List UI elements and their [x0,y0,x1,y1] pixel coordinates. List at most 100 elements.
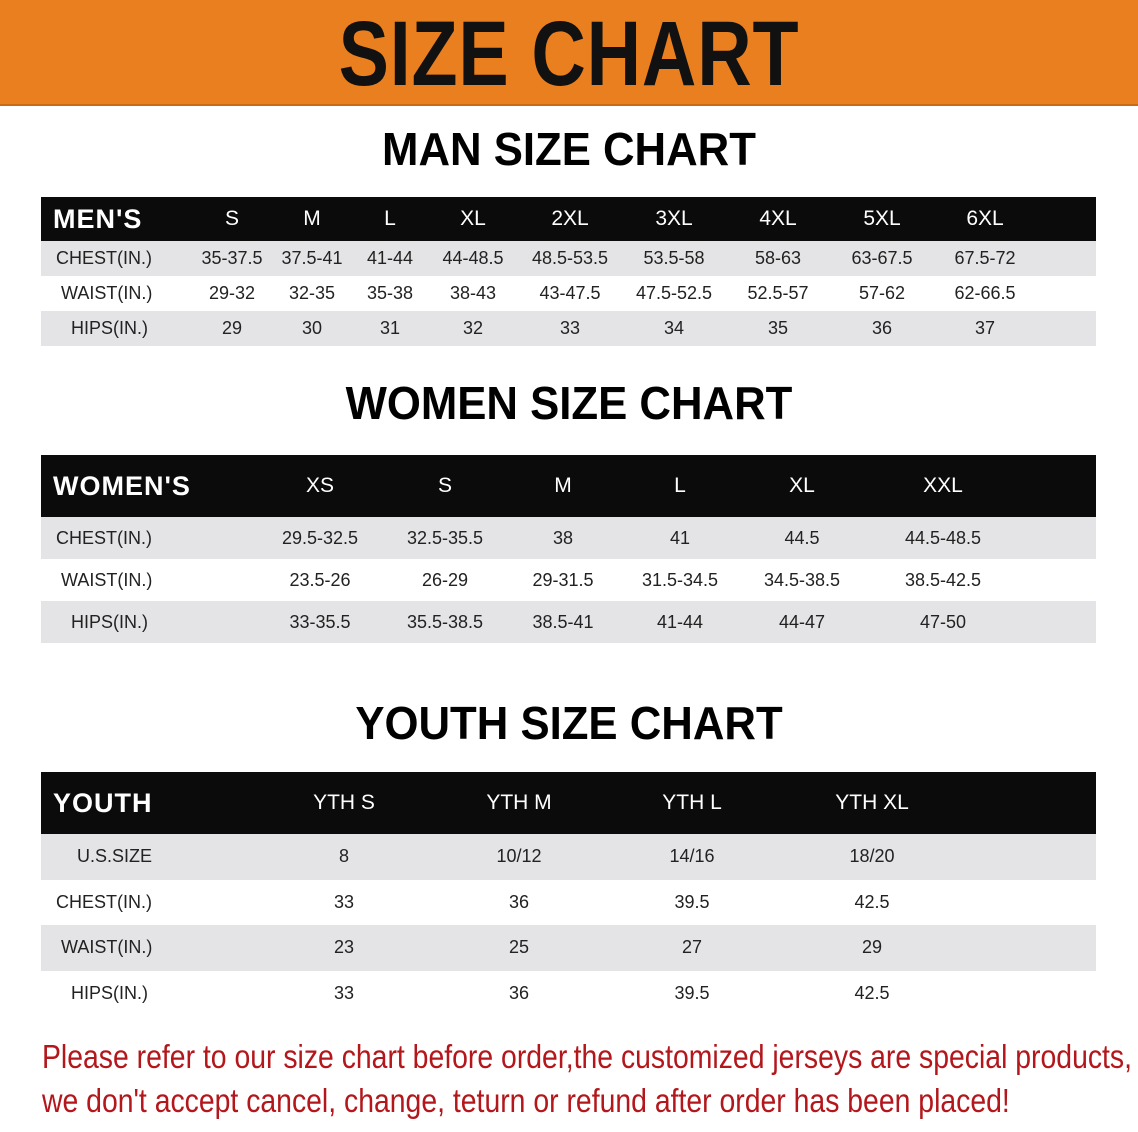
table-cell: 36 [508,891,530,912]
table-row: HIPS(IN.) 33-35.5 35.5-38.5 38.5-41 41-44 44-… [41,601,1096,643]
size-header: S [224,207,240,230]
table-cell: 35.5-38.5 [406,611,484,632]
table-cell: 23.5-26 [289,569,351,590]
table-cell: 25 [508,937,530,958]
row-label: U.S.SIZE [77,846,153,867]
table-cell: 32.5-35.5 [406,527,484,548]
table-cell: 32 [462,318,484,338]
table-row: CHEST(IN.) 35-37.5 37.5-41 41-44 44-48.5 48.5… [41,241,1096,276]
table-row: WAIST(IN.) 23 25 27 29 [41,925,1096,971]
table-cell: 35 [767,318,789,338]
size-header: 2XL [551,207,589,230]
table-cell: 10/12 [496,846,542,867]
size-header: 6XL [966,207,1004,230]
table-row: HIPS(IN.) 33 36 39.5 42.5 [41,970,1096,1016]
size-header: L [674,474,686,497]
table-cell: 33 [559,318,581,338]
banner-title: SIZE CHART [338,3,800,105]
youth-section-title: YOUTH SIZE CHART [355,697,783,749]
table-row: HIPS(IN.) 29 30 31 32 33 34 35 36 37 [41,311,1096,346]
table-cell: 29-32 [208,283,256,303]
table-cell: 41 [669,527,691,548]
table-cell: 23 [333,937,355,958]
table-cell: 39.5 [674,982,710,1003]
table-cell: 33 [333,982,355,1003]
table-cell: 44-47 [778,611,826,632]
table-cell: 31.5-34.5 [641,569,719,590]
table-cell: 30 [301,318,323,338]
size-header: 3XL [655,207,693,230]
banner: SIZE CHART [0,0,1138,106]
size-header: M [554,474,572,497]
table-cell: 37.5-41 [281,248,343,268]
table-cell: 27 [681,937,703,958]
size-header: YTH M [486,791,552,814]
size-header: S [437,474,453,497]
table-cell: 26-29 [421,569,469,590]
table-cell: 38.5-41 [532,611,594,632]
size-header: XL [460,207,486,230]
table-cell: 39.5 [674,891,710,912]
table-cell: 47-50 [919,611,967,632]
table-cell: 48.5-53.5 [531,248,609,268]
row-label: WAIST(IN.) [61,569,153,590]
table-cell: 62-66.5 [954,283,1016,303]
table-cell: 36 [508,982,530,1003]
table-cell: 41-44 [656,611,704,632]
table-cell: 31 [379,318,401,338]
table-cell: 44.5 [784,527,820,548]
table-cell: 63-67.5 [851,248,913,268]
table-cell: 53.5-58 [643,248,705,268]
table-cell: 33-35.5 [289,611,351,632]
table-cell: 34.5-38.5 [763,569,841,590]
header-category-label: WOMEN'S [53,470,191,501]
row-label: CHEST(IN.) [56,527,152,548]
table-cell: 34 [663,318,685,338]
size-header: 5XL [863,207,901,230]
size-header: M [303,207,321,230]
table-cell: 38-43 [449,283,497,303]
table-cell: 8 [338,846,350,867]
size-header: YTH S [313,791,375,814]
men-section-title: MAN SIZE CHART [382,123,756,175]
table-row: CHEST(IN.) 29.5-32.5 32.5-35.5 38 41 44.5 44.5… [41,517,1096,559]
notice-line-2: we don't accept cancel, change, teturn o… [42,1082,1010,1119]
table-cell: 42.5 [854,982,890,1003]
row-label: WAIST(IN.) [61,283,153,303]
size-header: YTH XL [835,791,909,814]
table-cell: 32-35 [288,283,336,303]
row-label: WAIST(IN.) [61,937,153,958]
row-label: CHEST(IN.) [56,891,152,912]
table-cell: 36 [871,318,893,338]
table-cell: 52.5-57 [747,283,809,303]
size-header: YTH L [662,791,722,814]
table-cell: 38 [552,527,574,548]
row-label: HIPS(IN.) [71,982,149,1003]
table-cell: 29 [221,318,243,338]
table-cell: 14/16 [669,846,715,867]
table-cell: 43-47.5 [539,283,601,303]
table-cell: 44-48.5 [442,248,504,268]
table-row: WAIST(IN.) 23.5-26 26-29 29-31.5 31.5-34.5 34… [41,559,1096,601]
women-section-title: WOMEN SIZE CHART [345,377,793,429]
table-cell: 33 [333,891,355,912]
size-header: XS [305,474,335,497]
table-cell: 41-44 [366,248,414,268]
women-header-row: WOMEN'S XS S M L XL XXL [41,455,1096,517]
table-cell: 57-62 [858,283,906,303]
table-cell: 47.5-52.5 [635,283,713,303]
row-label: CHEST(IN.) [56,248,152,268]
table-cell: 58-63 [754,248,802,268]
size-header: L [384,207,396,230]
table-cell: 35-37.5 [201,248,263,268]
table-row: CHEST(IN.) 33 36 39.5 42.5 [41,879,1096,925]
header-category-label: MEN'S [53,203,143,234]
size-header: 4XL [759,207,797,230]
men-header-row: MEN'S S M L XL 2XL 3XL 4XL 5XL 6XL [41,197,1096,241]
table-row: WAIST(IN.) 29-32 32-35 35-38 38-43 43-47.5 47.… [41,276,1096,311]
table-cell: 44.5-48.5 [904,527,982,548]
header-category-label: YOUTH [53,787,153,818]
size-header: XXL [923,474,963,497]
table-cell: 42.5 [854,891,890,912]
row-label: HIPS(IN.) [71,318,149,338]
